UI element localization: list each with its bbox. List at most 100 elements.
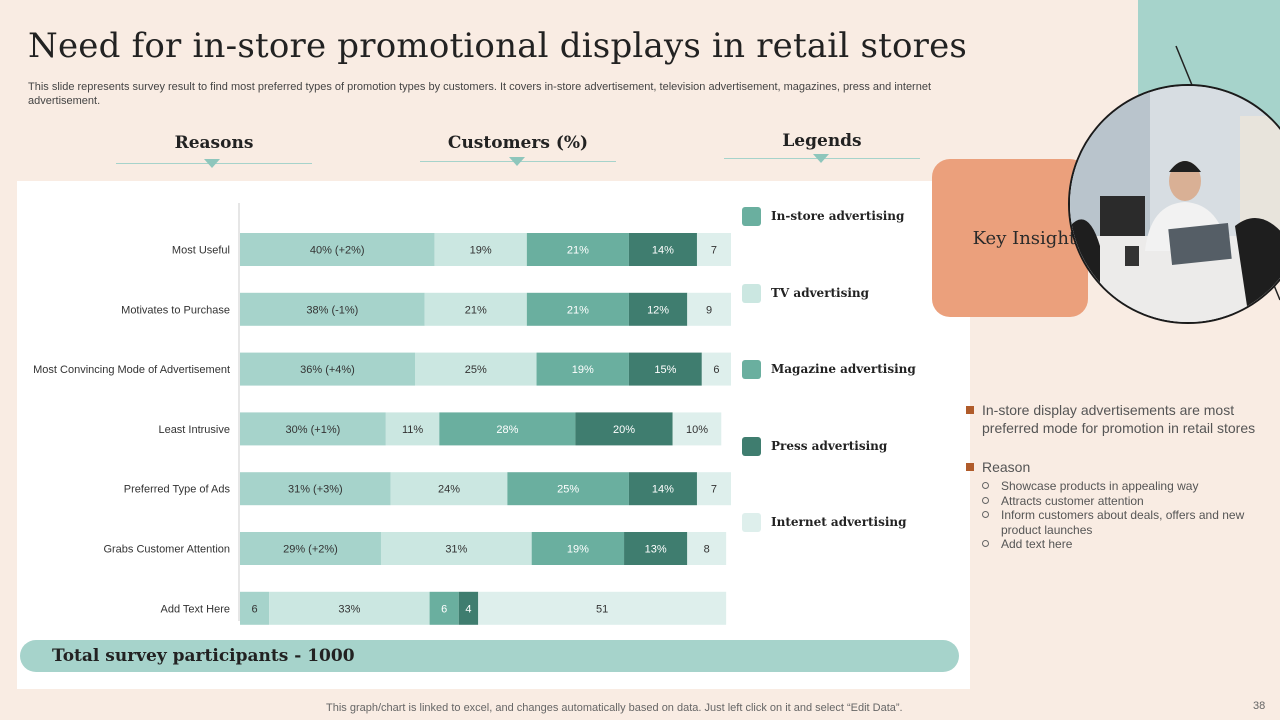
bar-segment bbox=[429, 591, 459, 625]
bar-segment bbox=[439, 412, 576, 446]
data-label: 13% bbox=[645, 544, 667, 556]
bar-segment bbox=[385, 412, 440, 446]
data-label: 6 bbox=[441, 603, 447, 615]
data-label: 4 bbox=[465, 603, 471, 615]
total-participants-bar: Total survey participants - 1000 bbox=[20, 640, 959, 672]
data-label: 29% (+2%) bbox=[283, 544, 338, 556]
bar-segment bbox=[240, 352, 416, 386]
bar-segment bbox=[269, 591, 430, 625]
bar-segment bbox=[628, 233, 697, 266]
bar-segment bbox=[687, 532, 727, 565]
reason-list: Showcase products in appealing way Attra… bbox=[982, 479, 1266, 552]
category-label: Most Useful bbox=[172, 245, 230, 257]
bullet-circle-icon bbox=[982, 496, 989, 504]
data-label: 51 bbox=[596, 603, 608, 615]
bullet-square-icon bbox=[966, 406, 974, 414]
bullet-circle-icon bbox=[982, 540, 989, 547]
category-label: Add Text Here bbox=[160, 603, 230, 615]
data-label: 7 bbox=[711, 245, 717, 257]
data-label: 38% (-1%) bbox=[306, 304, 358, 316]
customers-heading: Customers (%) bbox=[447, 133, 589, 153]
bar-segment bbox=[507, 472, 629, 506]
data-label: 12% bbox=[647, 304, 669, 316]
bar-segment bbox=[240, 591, 270, 625]
key-insights-label: Key Insights bbox=[972, 227, 1086, 249]
bullet-circle-icon bbox=[982, 511, 989, 518]
legend-swatch-tv bbox=[742, 283, 761, 303]
bar-segment bbox=[536, 352, 629, 386]
bar-segment bbox=[687, 292, 731, 326]
legends-heading: Legends bbox=[782, 131, 862, 151]
bar-segment bbox=[628, 472, 697, 506]
data-label: 21% bbox=[567, 304, 589, 316]
bar-segment bbox=[696, 233, 731, 266]
footnote: This graph/chart is linked to excel, and… bbox=[326, 702, 903, 714]
bar-segment bbox=[531, 532, 625, 565]
bar-segment bbox=[458, 591, 479, 625]
legend-item-tv: TV advertising bbox=[742, 283, 869, 303]
data-label: 14% bbox=[652, 484, 674, 496]
bar-segment bbox=[575, 412, 673, 446]
legend-swatch-magazine bbox=[742, 359, 761, 379]
data-label: 30% (+1%) bbox=[286, 424, 341, 436]
total-participants-label: Total survey participants - 1000 bbox=[52, 646, 355, 666]
bar-segment bbox=[628, 292, 688, 326]
data-label: 25% bbox=[557, 484, 579, 496]
bar-segment bbox=[434, 233, 527, 266]
category-label: Grabs Customer Attention bbox=[103, 544, 230, 556]
data-label: 40% (+2%) bbox=[310, 245, 365, 257]
legends-arrow-icon bbox=[813, 154, 829, 163]
legend-swatch-internet bbox=[742, 512, 761, 532]
legend-item-magazine: Magazine advertising bbox=[742, 359, 916, 379]
insight-point: In-store display advertisements are most… bbox=[966, 402, 1266, 437]
data-label: 20% bbox=[613, 424, 635, 436]
page-number: 38 bbox=[1253, 700, 1266, 712]
bar-segment bbox=[240, 472, 391, 506]
data-label: 10% bbox=[686, 424, 708, 436]
bar-segment bbox=[415, 352, 537, 386]
reason-item: Add text here bbox=[982, 537, 1266, 552]
bar-segment bbox=[240, 532, 381, 565]
data-label: 28% bbox=[496, 424, 518, 436]
legend-item-internet: Internet advertising bbox=[742, 512, 907, 532]
data-label: 14% bbox=[652, 245, 674, 257]
stacked-bar-chart: Most Useful 40% (+2%) 19% 21% 14% 7 Motivates … bbox=[33, 203, 731, 625]
data-label: 6 bbox=[252, 603, 258, 615]
insights-list: In-store display advertisements are most… bbox=[966, 402, 1266, 552]
customers-arrow-icon bbox=[509, 157, 525, 166]
reason-item: Attracts customer attention bbox=[982, 494, 1266, 509]
data-label: 33% bbox=[338, 603, 360, 615]
data-label: 36% (+4%) bbox=[300, 364, 355, 376]
bar-segment bbox=[628, 352, 702, 386]
category-label: Motivates to Purchase bbox=[121, 304, 230, 316]
data-label: 31% (+3%) bbox=[288, 484, 343, 496]
data-label: 19% bbox=[567, 544, 589, 556]
category-label: Most Convincing Mode of Advertisement bbox=[33, 364, 230, 376]
meeting-photo bbox=[1068, 84, 1280, 324]
bar-segment bbox=[526, 233, 629, 266]
reason-heading: Reason bbox=[966, 459, 1266, 475]
reasons-arrow-icon bbox=[204, 159, 220, 168]
data-label: 8 bbox=[704, 544, 710, 556]
data-label: 11% bbox=[402, 424, 423, 436]
data-label: 19% bbox=[572, 364, 594, 376]
data-label: 19% bbox=[470, 245, 492, 257]
data-label: 25% bbox=[465, 364, 487, 376]
bar-segment bbox=[696, 472, 731, 506]
data-label: 9 bbox=[706, 304, 712, 316]
data-label: 24% bbox=[438, 484, 460, 496]
reason-item: Inform customers about deals, offers and… bbox=[982, 508, 1266, 537]
key-insights-box: Key Insights bbox=[932, 159, 1088, 317]
bar-segment bbox=[240, 292, 425, 326]
data-label: 21% bbox=[567, 245, 589, 257]
data-label: 21% bbox=[465, 304, 487, 316]
page-title: Need for in-store promotional displays i… bbox=[28, 26, 968, 66]
bullet-circle-icon bbox=[982, 482, 989, 489]
data-label: 6 bbox=[713, 364, 719, 376]
data-label: 31% bbox=[445, 544, 467, 556]
data-label: 7 bbox=[711, 484, 717, 496]
bar-segment bbox=[424, 292, 527, 326]
data-label: 15% bbox=[654, 364, 676, 376]
bar-segment bbox=[672, 412, 722, 446]
bar-segment bbox=[526, 292, 629, 326]
